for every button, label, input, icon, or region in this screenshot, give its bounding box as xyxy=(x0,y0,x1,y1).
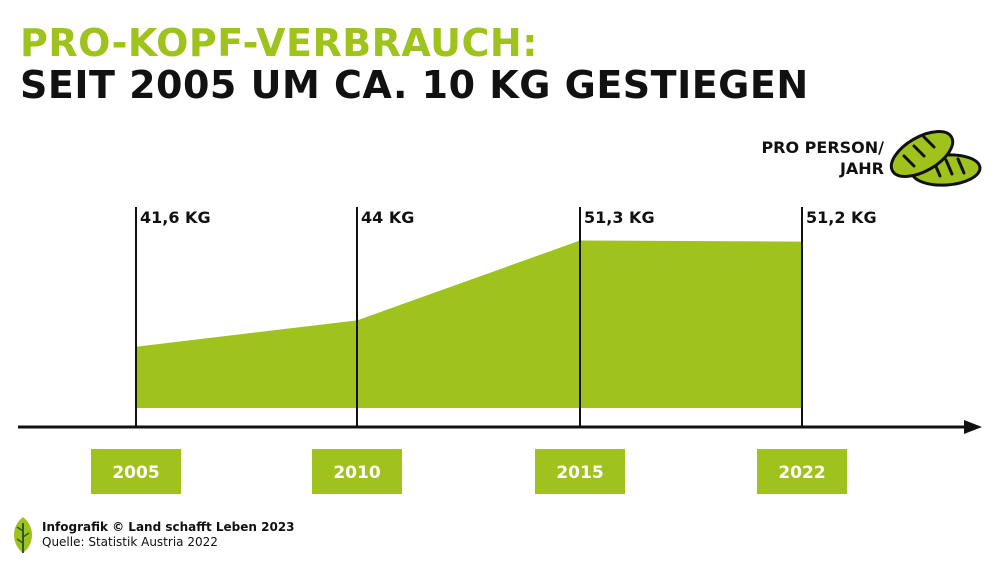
value-label: 41,6 KG xyxy=(140,208,211,227)
footer-source: Quelle: Statistik Austria 2022 xyxy=(42,535,218,549)
chart-subtitle: SEIT 2005 UM CA. 10 KG GESTIEGEN xyxy=(20,63,809,107)
year-box xyxy=(91,449,181,494)
unit-label: PRO PERSON/ JAHR xyxy=(761,137,884,179)
x-axis-arrow xyxy=(964,420,982,434)
value-label: 51,3 KG xyxy=(584,208,655,227)
x-tick-label: 2005 xyxy=(112,463,159,483)
unit-label-line2: JAHR xyxy=(839,159,884,178)
year-box xyxy=(535,449,625,494)
value-label: 44 KG xyxy=(361,208,414,227)
footer-credit: Infografik © Land schafft Leben 2023 xyxy=(42,520,295,534)
x-tick-label: 2015 xyxy=(556,463,603,483)
leaf-logo-icon xyxy=(13,517,33,553)
x-tick-label: 2010 xyxy=(333,463,380,483)
footer: Infografik © Land schafft Leben 2023 Que… xyxy=(10,515,295,555)
x-tick-label: 2022 xyxy=(778,463,825,483)
chart-title: PRO-KOPF-VERBRAUCH: xyxy=(20,21,538,65)
value-label: 51,2 KG xyxy=(806,208,877,227)
bread-icon xyxy=(889,130,982,187)
year-box xyxy=(757,449,847,494)
unit-label-line1: PRO PERSON/ xyxy=(761,138,884,157)
data-area xyxy=(136,240,802,408)
year-box xyxy=(312,449,402,494)
